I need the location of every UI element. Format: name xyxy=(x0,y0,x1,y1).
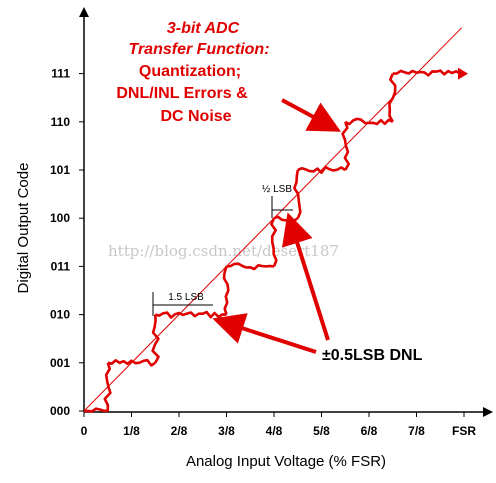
x-axis-title: Analog Input Voltage (% FSR) xyxy=(186,453,386,470)
step-riser xyxy=(388,73,397,123)
x-tick-label: 6/8 xyxy=(361,424,378,438)
lsb-1-5-dimension xyxy=(152,292,213,316)
y-tick-label: 010 xyxy=(50,308,70,322)
title-line-1: 3-bit ADC xyxy=(167,20,240,37)
step-riser xyxy=(151,314,160,364)
y-tick-label: 111 xyxy=(51,67,70,81)
step-riser xyxy=(103,362,112,411)
x-tick-label: 0 xyxy=(81,424,88,438)
step-tread xyxy=(107,358,157,367)
step-tread xyxy=(344,117,394,126)
lsb-1-5-label: 1.5 LSB xyxy=(168,292,204,303)
step-tread xyxy=(83,407,108,413)
x-tick-label: 2/8 xyxy=(171,424,188,438)
x-tick-label: 1/8 xyxy=(123,424,140,438)
title-line-2: Transfer Function: xyxy=(128,41,269,58)
step-riser xyxy=(270,217,278,267)
x-tick-label: 5/8 xyxy=(313,424,330,438)
lsb-half-dimension xyxy=(271,196,293,218)
y-tick-label: 101 xyxy=(50,163,70,177)
watermark-text: http://blog.csdn.net/desert187 xyxy=(108,242,339,260)
x-tick-label: FSR xyxy=(452,424,476,438)
step-tread xyxy=(297,165,346,174)
staircase-end-arrow xyxy=(458,67,468,80)
x-tick-group: 0 1/8 2/8 3/8 4/8 5/8 6/8 7/8 FSR xyxy=(81,412,476,438)
step-tread xyxy=(273,215,299,223)
y-tick-label: 100 xyxy=(50,211,70,225)
step-riser xyxy=(341,121,350,171)
title-line-3: Quantization; xyxy=(139,63,241,80)
dnl-arrow-lower xyxy=(212,313,317,354)
step-tread xyxy=(226,262,275,271)
y-tick-group: 000 001 010 011 100 101 110 111 xyxy=(50,67,84,418)
x-tick-label: 7/8 xyxy=(408,424,425,438)
dnl-label: ±0.5LSB DNL xyxy=(322,347,423,364)
dnl-arrow-upper xyxy=(281,212,330,341)
y-tick-label: 000 xyxy=(50,404,70,418)
x-tick-label: 3/8 xyxy=(218,424,235,438)
y-tick-label: 001 xyxy=(50,356,70,370)
title-arrow xyxy=(281,98,342,132)
x-tick-label: 4/8 xyxy=(266,424,283,438)
step-tread xyxy=(154,310,227,319)
step-riser xyxy=(293,169,302,219)
step-riser xyxy=(222,266,230,315)
title-line-4: DNL/INL Errors & xyxy=(116,85,248,102)
y-tick-label: 110 xyxy=(51,115,71,129)
step-tread xyxy=(392,69,465,77)
lsb-half-label: ½ LSB xyxy=(262,184,292,195)
title-line-5: DC Noise xyxy=(160,108,231,125)
y-axis-title: Digital Output Code xyxy=(15,163,32,294)
y-tick-label: 011 xyxy=(51,259,71,273)
